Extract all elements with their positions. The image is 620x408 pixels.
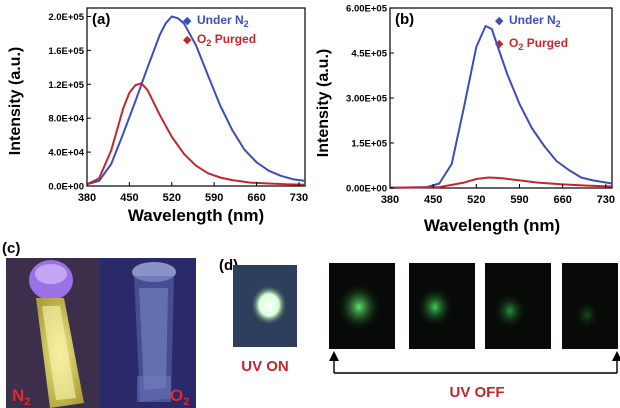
panel-label-b: (b) (395, 11, 414, 28)
x-tick-label-a-0: 380 (78, 192, 96, 204)
series-line-a-1 (86, 82, 306, 186)
photo-uv-off-4 (562, 263, 618, 349)
y-axis-title-b: Intensity (a.u.) (315, 49, 332, 157)
y-tick-label-a-0: 0.0E+00 (48, 182, 84, 193)
x-axis-title-b: Wavelength (nm) (424, 216, 560, 235)
photo-uv-off-1 (329, 263, 395, 349)
y-tick-label-a-2: 8.0E+04 (48, 114, 84, 125)
legend-a-label-o2: O2 Purged (197, 32, 256, 48)
legend-a-marker-o2: ◆ (183, 34, 192, 46)
legend-b-marker-n2: ◆ (495, 15, 504, 27)
y-tick-label-b-3: 4.5E+05 (351, 49, 387, 60)
legend-a: ◆ Under N2 ◆ O2 Purged (183, 13, 256, 48)
series-line-a-0 (86, 15, 306, 186)
x-tick-label-b-2: 520 (467, 194, 485, 206)
x-tick-label-b-1: 450 (424, 194, 442, 206)
y-tick-label-a-3: 1.2E+05 (48, 80, 84, 91)
y-tick-label-a-1: 4.0E+04 (48, 148, 84, 159)
y-tick-label-b-2: 3.00E+05 (346, 94, 388, 105)
photo-uv-off-3 (485, 263, 551, 349)
x-tick-label-a-4: 660 (247, 192, 265, 204)
chart-a-photoluminescence: (a) ◆ Under N2 ◆ O2 Purged Intensity (a.… (7, 7, 308, 225)
series-line-b-0 (389, 25, 613, 189)
photo-uv-on (233, 265, 297, 347)
legend-a-label-n2: Under N2 (197, 13, 249, 29)
vial-o2-icon (132, 262, 176, 402)
panel-label-c: (c) (2, 240, 21, 257)
y-tick-label-b-0: 0.00E+00 (346, 184, 387, 195)
x-tick-label-b-3: 590 (510, 194, 528, 206)
vial-label-n2: N2 (12, 386, 30, 408)
photo-uv-off-2 (409, 263, 475, 349)
legend-b-marker-o2: ◆ (495, 38, 504, 50)
vial-photo: N2 O2 (6, 258, 196, 408)
uv-off-label: UV OFF (450, 384, 505, 401)
plot-frame-a (86, 7, 306, 187)
afterglow-sequence: UV ON UV OFF (233, 263, 620, 401)
y-tick-label-a-5: 2.0E+05 (48, 12, 84, 23)
series-line-b-1 (389, 176, 613, 189)
y-tick-label-b-1: 1.5E+05 (351, 139, 387, 150)
x-tick-label-b-4: 660 (553, 194, 571, 206)
plot-frame-b (389, 7, 613, 189)
x-tick-label-a-5: 730 (290, 192, 308, 204)
uv-off-bracket-arrow (329, 351, 620, 374)
chart-b-photoluminescence: (b) ◆ Under N2 ◆ O2 Purged Intensity (a.… (315, 4, 615, 236)
x-tick-label-b-5: 730 (597, 194, 615, 206)
y-axis-title-a: Intensity (a.u.) (7, 47, 24, 155)
x-tick-label-a-3: 590 (205, 192, 223, 204)
y-tick-label-a-4: 1.6E+05 (48, 46, 84, 57)
panel-d: (d) (215, 245, 620, 408)
x-axis-title-a: Wavelength (nm) (128, 206, 264, 225)
legend-b-label-o2: O2 Purged (509, 36, 568, 52)
legend-b-label-n2: Under N2 (509, 13, 561, 29)
x-tick-label-a-2: 520 (163, 192, 181, 204)
panel-c: (c) N2 O2 (0, 238, 200, 408)
x-tick-label-b-0: 380 (381, 194, 399, 206)
vial-n2-icon (29, 260, 84, 408)
legend-a-marker-n2: ◆ (183, 15, 192, 27)
legend-b: ◆ Under N2 ◆ O2 Purged (495, 13, 568, 52)
vial-label-o2: O2 (170, 386, 189, 408)
x-tick-label-a-1: 450 (120, 192, 138, 204)
y-tick-label-b-4: 6.00E+05 (346, 4, 388, 15)
uv-on-label: UV ON (241, 358, 289, 375)
panel-label-a: (a) (92, 11, 110, 28)
